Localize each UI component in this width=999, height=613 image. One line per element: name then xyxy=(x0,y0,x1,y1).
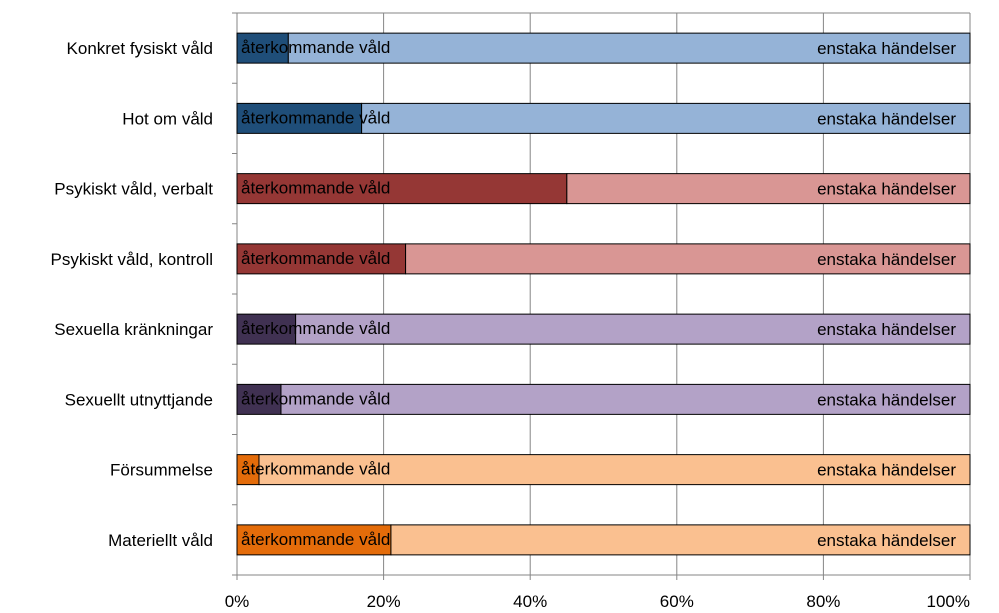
bar-series xyxy=(236,32,971,556)
bar-segment xyxy=(295,313,971,345)
series-label-single: enstaka händelser xyxy=(817,461,956,480)
series-label-single: enstaka händelser xyxy=(817,109,956,128)
category-label: Materiellt våld xyxy=(108,531,213,550)
bar-segment xyxy=(236,383,282,415)
series-label-single: enstaka händelser xyxy=(817,180,956,199)
bar-segment xyxy=(236,173,568,205)
series-label-recurring: återkommande våld xyxy=(241,179,390,198)
series-label-recurring: återkommande våld xyxy=(241,389,390,408)
bar-segment xyxy=(280,383,971,415)
series-label-recurring: återkommande våld xyxy=(241,249,390,268)
x-tick-label: 100% xyxy=(927,592,970,611)
bar-segment xyxy=(287,32,971,64)
series-label-single: enstaka händelser xyxy=(817,390,956,409)
labels: 0% 20% 40% 60% 80% 100% Konkret fysiskt våld åt… xyxy=(51,38,971,611)
x-tick-label: 0% xyxy=(225,592,250,611)
series-label-recurring: återkommande våld xyxy=(241,530,390,549)
bar-segment xyxy=(566,173,971,205)
category-label: Hot om våld xyxy=(122,109,213,128)
bar-segment xyxy=(236,313,297,345)
x-tick-label: 40% xyxy=(513,592,547,611)
category-label: Försummelse xyxy=(110,461,213,480)
bar-segment xyxy=(361,102,971,134)
bar-segment xyxy=(405,243,971,275)
series-label-recurring: återkommande våld xyxy=(241,38,390,57)
series-label-recurring: återkommande våld xyxy=(241,460,390,479)
x-tick-label: 60% xyxy=(660,592,694,611)
x-tick-label: 80% xyxy=(806,592,840,611)
series-label-single: enstaka händelser xyxy=(817,531,956,550)
series-label-recurring: återkommande våld xyxy=(241,108,390,127)
series-label-single: enstaka händelser xyxy=(817,250,956,269)
series-label-single: enstaka händelser xyxy=(817,39,956,58)
category-label: Sexuellt utnyttjande xyxy=(65,390,213,409)
bar-segment xyxy=(236,243,407,275)
category-label: Psykiskt våld, verbalt xyxy=(54,180,213,199)
category-label: Konkret fysiskt våld xyxy=(67,39,213,58)
category-label: Psykiskt våld, kontroll xyxy=(51,250,214,269)
gridlines xyxy=(236,13,971,575)
series-label-single: enstaka händelser xyxy=(817,320,956,339)
bar-segment xyxy=(236,32,289,64)
category-label: Sexuella kränkningar xyxy=(54,320,213,339)
series-label-recurring: återkommande våld xyxy=(241,319,390,338)
x-tick-label: 20% xyxy=(367,592,401,611)
bar-segment xyxy=(390,524,971,556)
bar-segment xyxy=(258,454,971,486)
axes xyxy=(232,12,971,580)
